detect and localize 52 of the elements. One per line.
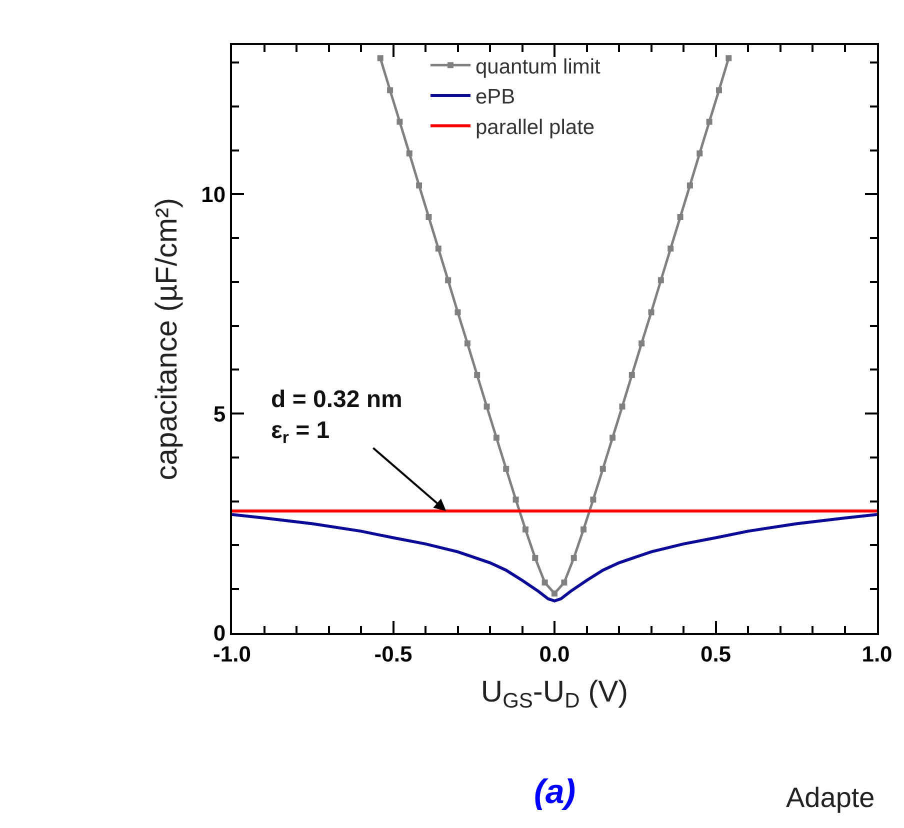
point (454, 309, 461, 316)
point (396, 118, 403, 125)
point (580, 526, 587, 532)
point (619, 404, 626, 410)
point (377, 55, 384, 62)
legend-label: parallel plate (476, 116, 595, 139)
point (628, 372, 635, 378)
point (552, 590, 558, 597)
point (484, 404, 490, 410)
text: (a) (534, 773, 576, 811)
point (716, 87, 722, 94)
point (677, 214, 684, 220)
point (590, 496, 596, 503)
legend-label: quantum limit (476, 55, 601, 78)
point (706, 118, 712, 125)
x-tick-label: -0.5 (374, 641, 412, 666)
point (512, 496, 519, 503)
point (610, 434, 616, 441)
point (561, 580, 568, 586)
x-tick-label: 0.5 (700, 641, 732, 666)
point (474, 372, 480, 378)
point (668, 246, 674, 252)
point (426, 214, 432, 220)
point (726, 55, 732, 62)
point (686, 182, 693, 188)
point (600, 466, 606, 472)
point (542, 580, 548, 586)
y-tick-label: 10 (201, 182, 226, 207)
point (464, 340, 470, 346)
point (493, 434, 500, 441)
point (445, 277, 452, 284)
x-axis-title: U$_{GS}$-U$_{D}$ (V) (480, 675, 628, 713)
point (638, 340, 645, 346)
point (648, 309, 654, 316)
text: Adapte (786, 782, 875, 813)
legend-label: ePB (476, 86, 516, 109)
point (532, 554, 538, 561)
point (503, 466, 510, 472)
point (406, 150, 412, 156)
point (435, 246, 442, 252)
y-axis-title: capacitance (µF/cm²) (150, 198, 184, 480)
point (522, 526, 528, 532)
x-tick-label: 0.0 (539, 641, 570, 666)
annotation: d = 0.32 nm ε$_{r}$ = 1 (271, 386, 402, 448)
point (658, 277, 664, 284)
point (387, 87, 394, 94)
line-series (232, 513, 877, 602)
point (696, 150, 703, 156)
point (416, 182, 422, 188)
x-tick-label: 1.0 (862, 641, 892, 666)
point (570, 554, 577, 561)
y-tick-label: 5 (213, 401, 226, 426)
